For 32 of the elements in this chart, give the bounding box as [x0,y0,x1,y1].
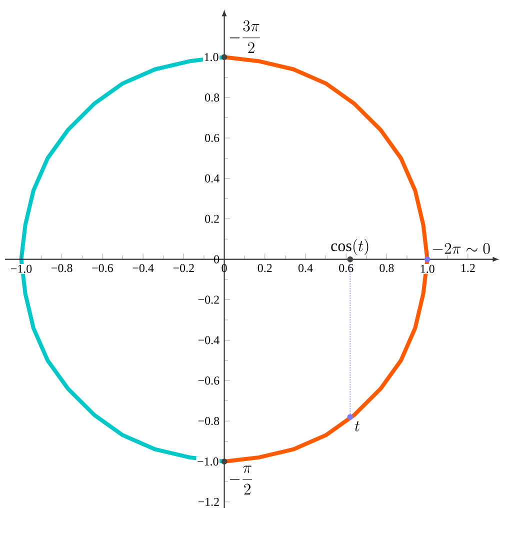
x-tick-label: −0.2 [173,264,194,272]
x-tick-label: 0.2 [258,264,272,272]
point [221,458,228,464]
y-tick-label: −0.2 [198,296,219,304]
annotation: $\cos(t)$ [331,239,368,256]
annotation: $-2\pi \sim 0$ [432,243,490,254]
x-tick-label: 1.0 [420,264,434,273]
x-tick-label: 0.6 [339,264,354,272]
x-tick-label: 0.8 [380,264,394,272]
x-tick-label: −0.8 [52,264,72,272]
y-tick-label: −0.8 [198,416,220,426]
x-tick-label: 1.2 [461,264,475,272]
annotation: $-\frac{\pi}{2}$ [230,466,252,494]
point [221,54,228,60]
annotation: $-\frac{3\pi}{2}$ [230,20,260,53]
y-tick-label: 1.0 [204,53,218,62]
y-tick-label: −0.6 [198,376,220,385]
annotation: $t$ [354,421,360,432]
x-tick-label: −0.6 [92,264,113,272]
y-tick-label: −1.2 [198,498,219,506]
y-tick-label: 0.4 [205,174,220,183]
point [424,256,430,262]
y-tick-label: 0.8 [205,93,220,102]
x-tick-label: −1.0 [10,264,32,273]
x-tick-label: −0.4 [132,264,154,272]
point [347,414,354,420]
y-tick-label: −0.4 [198,336,220,344]
point [347,256,354,262]
x-tick-label: 0.4 [298,264,313,272]
y-tick-label: 0.2 [205,214,219,223]
y-tick-label: 0.6 [205,134,220,142]
y-tick-label: −1.0 [198,457,218,466]
